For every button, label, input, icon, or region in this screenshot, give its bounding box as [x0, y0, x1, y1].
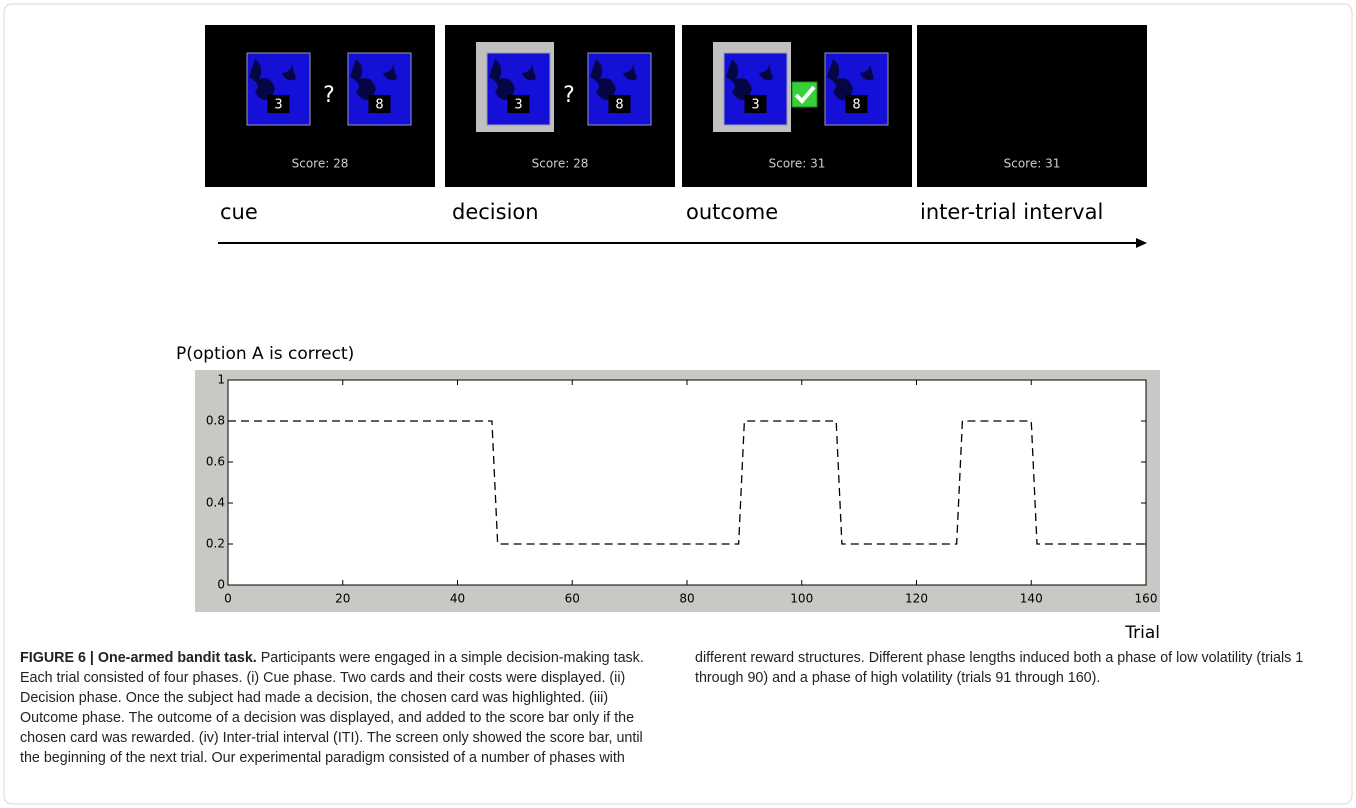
y-tick-label: 1 — [217, 373, 225, 387]
phase-label: outcome — [686, 200, 778, 224]
number-box — [507, 95, 530, 113]
y-tick-label: 0 — [217, 578, 225, 592]
number-box — [744, 95, 767, 113]
x-axis-label: Trial — [1124, 623, 1160, 643]
choice-symbol: ? — [563, 83, 575, 108]
x-tick-label: 100 — [790, 592, 813, 606]
caption-text: Participants were engaged in a simple de… — [20, 650, 1304, 766]
x-tick-label: 120 — [905, 592, 928, 606]
choice-symbol: ? — [323, 83, 335, 108]
number-box — [267, 95, 290, 113]
x-tick-label: 140 — [1020, 592, 1043, 606]
number-box — [845, 95, 868, 113]
phase-label: decision — [452, 200, 539, 224]
data-line — [228, 420, 1146, 545]
check-box — [791, 81, 818, 108]
card-pattern — [827, 57, 874, 108]
x-tick-label: 80 — [679, 592, 694, 606]
caption: FIGURE 6 | One-armed bandit task. Partic… — [20, 648, 1336, 798]
caption-title: FIGURE 6 | One-armed bandit task. — [20, 650, 257, 666]
score: Score: 31 — [1004, 157, 1061, 171]
card-pattern — [350, 57, 397, 108]
card-number: 3 — [274, 98, 282, 113]
figure-frame — [3, 3, 1353, 805]
y-axis-label: P(option A is correct) — [176, 344, 354, 364]
card-pattern — [726, 57, 773, 108]
number-box — [368, 95, 391, 113]
card-number: 3 — [751, 98, 759, 113]
card-number: 8 — [615, 98, 623, 113]
check-mark — [794, 85, 816, 104]
card-number: 8 — [852, 98, 860, 113]
card-number: 8 — [375, 98, 383, 113]
plot-area — [227, 379, 1147, 586]
x-tick-label: 60 — [565, 592, 580, 606]
y-tick-label: 0.8 — [206, 414, 225, 428]
y-tick-label: 0.6 — [206, 455, 225, 469]
score: Score: 28 — [292, 157, 349, 171]
card-pattern — [489, 57, 536, 108]
screen — [917, 25, 1147, 187]
score: Score: 31 — [769, 157, 826, 171]
x-tick-label: 0 — [224, 592, 232, 606]
arrow-head — [1136, 238, 1147, 248]
phase-label: inter-trial interval — [920, 200, 1103, 224]
x-tick-label: 20 — [335, 592, 350, 606]
phase-label: cue — [220, 200, 258, 224]
card-pattern — [249, 57, 296, 108]
x-tick-label: 40 — [450, 592, 465, 606]
card-pattern — [590, 57, 637, 108]
y-tick-label: 0.2 — [206, 537, 225, 551]
number-box — [608, 95, 631, 113]
x-tick-label: 160 — [1135, 592, 1158, 606]
y-tick-label: 0.4 — [206, 496, 225, 510]
score: Score: 28 — [532, 157, 589, 171]
card-number: 3 — [514, 98, 522, 113]
